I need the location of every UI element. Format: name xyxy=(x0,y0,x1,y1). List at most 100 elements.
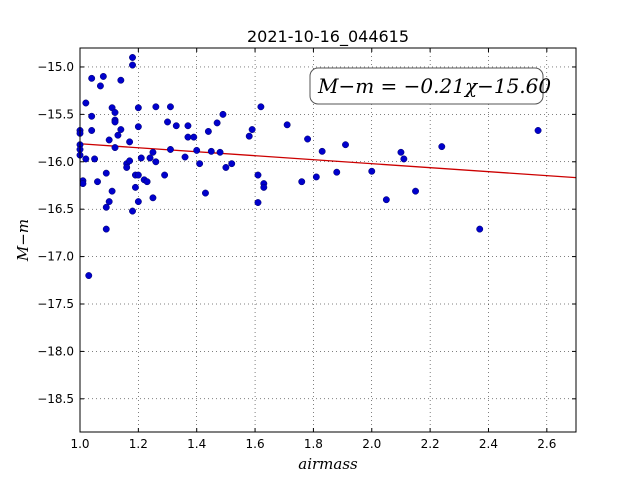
data-point xyxy=(207,147,215,155)
data-point xyxy=(213,119,221,127)
data-point xyxy=(88,127,96,134)
data-point xyxy=(88,74,96,82)
plot-frame xyxy=(79,47,577,433)
data-point xyxy=(333,168,341,176)
fit-equation-text: M−m = −0.21χ−15.60 xyxy=(317,74,551,98)
data-point xyxy=(400,155,408,163)
data-point xyxy=(108,187,116,195)
data-point xyxy=(134,123,142,131)
data-point xyxy=(222,164,230,171)
data-point xyxy=(184,133,192,141)
data-point xyxy=(134,198,142,206)
data-point xyxy=(382,196,390,204)
data-point xyxy=(534,127,542,134)
data-point xyxy=(137,154,145,162)
y-tick-label: −16.0 xyxy=(37,155,74,169)
data-point xyxy=(204,127,212,135)
data-point xyxy=(152,103,160,111)
data-point xyxy=(152,158,160,166)
data-point xyxy=(257,103,265,111)
x-axis-label: airmass xyxy=(298,455,358,473)
data-point xyxy=(184,122,192,130)
data-point xyxy=(82,99,90,107)
data-point xyxy=(126,157,134,165)
fit-line xyxy=(79,143,577,179)
data-point xyxy=(111,109,119,116)
y-tick-label: −18.5 xyxy=(37,392,74,406)
data-point xyxy=(304,135,312,143)
data-point xyxy=(129,207,136,215)
data-point xyxy=(102,225,110,233)
data-point xyxy=(260,183,268,191)
data-point xyxy=(117,126,125,133)
data-point xyxy=(149,148,157,156)
data-point xyxy=(129,54,136,61)
y-tick-label: −15.0 xyxy=(37,60,74,74)
data-point xyxy=(283,121,291,129)
data-point xyxy=(88,112,96,120)
points-layer xyxy=(76,54,542,280)
data-point xyxy=(117,76,125,84)
chart-title: 2021-10-16_044615 xyxy=(247,27,409,47)
data-point xyxy=(166,146,174,153)
x-tick-label: 1.8 xyxy=(304,437,323,451)
grid-layer xyxy=(79,48,576,432)
data-point xyxy=(134,171,142,179)
data-point xyxy=(254,171,262,179)
data-point xyxy=(161,171,169,179)
y-tick-label: −17.0 xyxy=(37,250,74,264)
fit-equation-annotation: M−m = −0.21χ−15.60 xyxy=(309,67,551,105)
x-tick-label: 2.6 xyxy=(537,437,556,451)
data-point xyxy=(438,143,446,151)
data-point xyxy=(102,203,110,211)
annotation-box xyxy=(309,67,544,105)
x-tick-label: 1.2 xyxy=(129,437,148,451)
data-point xyxy=(166,103,174,111)
data-point xyxy=(228,160,236,168)
data-point xyxy=(397,148,405,156)
data-point xyxy=(105,198,113,206)
data-point xyxy=(318,147,326,155)
data-point xyxy=(190,133,198,141)
x-tick-label: 2.2 xyxy=(421,437,440,451)
y-tick-label: −16.5 xyxy=(37,202,74,216)
data-point xyxy=(146,154,154,162)
data-point xyxy=(82,155,90,163)
fit-layer xyxy=(79,143,577,179)
data-point xyxy=(131,183,139,191)
data-point xyxy=(202,189,209,197)
data-point xyxy=(99,72,107,80)
y-tick-label: −18.0 xyxy=(37,344,74,358)
x-tick-label: 2.0 xyxy=(362,437,381,451)
data-point xyxy=(368,167,376,175)
data-point xyxy=(111,118,119,126)
data-point xyxy=(91,155,99,163)
data-point xyxy=(149,194,157,202)
x-tick-label: 1.0 xyxy=(70,437,89,451)
ticks-layer: 1.0 1.2 1.4 1.6 1.8 2.0 2.2 2.4 2.6 −15.0 −15.5 −16… xyxy=(37,48,576,451)
data-point xyxy=(85,272,93,280)
data-point xyxy=(196,160,204,168)
y-tick-label: −15.5 xyxy=(37,107,74,121)
data-point xyxy=(172,122,180,130)
data-point xyxy=(129,61,136,69)
data-point xyxy=(102,169,110,177)
data-point xyxy=(79,180,87,188)
data-point xyxy=(123,164,131,171)
data-point xyxy=(298,178,306,186)
data-point xyxy=(342,141,349,149)
data-point xyxy=(412,187,419,195)
data-point xyxy=(126,138,134,146)
data-point xyxy=(143,178,151,186)
data-point xyxy=(248,126,256,133)
data-point xyxy=(96,82,104,90)
data-point xyxy=(105,136,113,144)
y-tick-label: −17.5 xyxy=(37,297,74,311)
data-point xyxy=(114,131,122,139)
data-point xyxy=(219,110,227,118)
x-tick-label: 1.4 xyxy=(187,437,206,451)
x-tick-label: 2.4 xyxy=(479,437,498,451)
data-point xyxy=(193,146,201,154)
data-point xyxy=(476,225,484,233)
